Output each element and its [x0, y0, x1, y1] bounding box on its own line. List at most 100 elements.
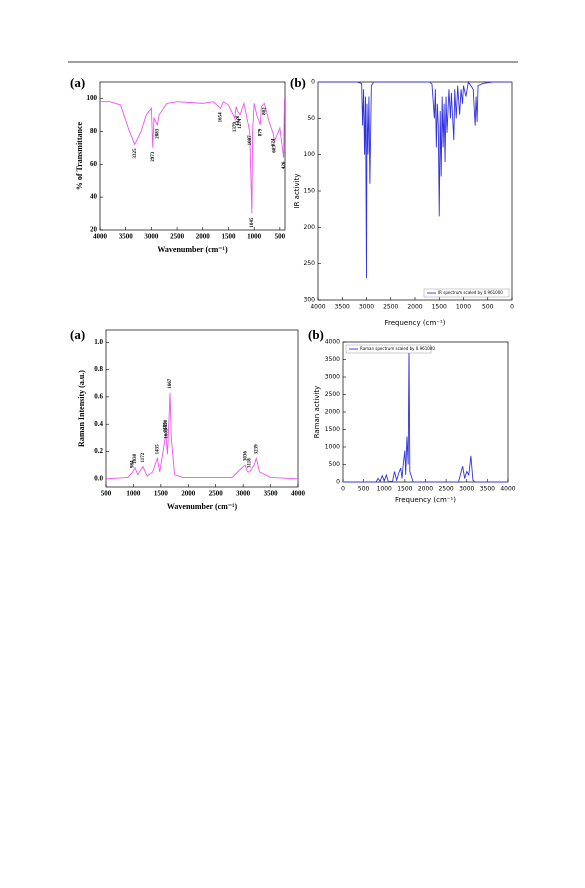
peak-label: 2973 [151, 151, 156, 162]
x-tick-label: 1500 [154, 490, 169, 498]
peak-label: 426 [282, 161, 287, 169]
chart: (b) 4000 3500 3000 2500 2000 1500 1000 500 0 0 50 10… [290, 75, 514, 327]
peak-label: 3325 [133, 148, 138, 159]
y-tick-label: 0 [336, 479, 340, 486]
x-axis-label: Frequency (cm⁻¹) [395, 496, 456, 504]
y-tick-label: 300 [304, 297, 316, 304]
peak-label: 1379 [233, 122, 238, 133]
panel-label: (b) [308, 327, 324, 342]
y-tick-label: 1500 [325, 426, 340, 433]
y-tick-label: 2500 [325, 391, 340, 398]
x-tick-label: 3500 [264, 490, 279, 498]
y-tick-label: 250 [304, 260, 316, 267]
x-tick-label: 4000 [93, 233, 108, 241]
y-tick-label: 0.6 [94, 393, 103, 401]
y-tick-label: 500 [329, 461, 341, 468]
spectrum-line [343, 347, 508, 483]
x-tick-label: 2500 [383, 304, 398, 311]
spectrum-line [318, 80, 512, 279]
x-tick-label: 3000 [359, 304, 374, 311]
y-tick-label: 50 [307, 115, 315, 122]
spectrum-line [105, 392, 299, 480]
peak-label: 1087 [248, 135, 253, 146]
y-tick-label: 1000 [325, 444, 340, 451]
peak-label: 624 [272, 138, 277, 146]
peak-label: 1590 [164, 419, 169, 430]
x-tick-label: 3500 [119, 233, 134, 241]
y-tick-label: 2000 [325, 409, 340, 416]
peak-label: 1274 [238, 118, 243, 129]
panel-label: (a) [70, 75, 85, 90]
y-axis-label: IR activity [293, 174, 301, 209]
legend-label: Raman spectrum scaled by 0.961000 [360, 346, 435, 351]
x-tick-label: 1500 [221, 233, 236, 241]
y-tick-label: 4000 [325, 339, 340, 346]
y-tick-label: 0.4 [94, 420, 103, 428]
peak-label: 3118 [248, 458, 253, 468]
x-tick-label: 500 [358, 486, 370, 493]
y-tick-label: 3500 [325, 356, 340, 363]
peak-label: 1583 [164, 422, 169, 433]
x-tick-label: 2000 [196, 233, 211, 241]
x-tick-label: 3000 [236, 490, 251, 498]
peak-label: 1654 [219, 112, 224, 123]
x-tick-label: 3000 [459, 486, 474, 493]
peak-label: 3036 [243, 451, 248, 462]
x-tick-label: 2500 [209, 490, 224, 498]
chart: (a) 500 1000 1500 2000 2500 3000 3500 4000 0.0 0.2… [70, 327, 306, 511]
x-tick-label: 3000 [144, 233, 159, 241]
peak-label: 1172 [141, 452, 146, 462]
y-tick-label: 20 [90, 226, 98, 234]
peak-label: 1045 [250, 217, 255, 228]
peak-label: 605 [273, 145, 278, 153]
x-tick-label: 3500 [480, 486, 495, 493]
x-tick-label: 0 [510, 304, 514, 311]
x-tick-label: 0 [341, 486, 345, 493]
x-tick-label: 1000 [126, 490, 141, 498]
y-tick-label: 0.8 [94, 365, 103, 373]
y-tick-label: 3000 [325, 374, 340, 381]
x-tick-label: 4000 [500, 486, 515, 493]
x-tick-label: 1500 [397, 486, 412, 493]
peak-label: 1320 [236, 115, 241, 126]
legend-box [423, 288, 510, 298]
x-tick-label: 500 [101, 490, 112, 498]
peak-label: 2883 [156, 128, 161, 139]
y-tick-label: 150 [304, 188, 316, 195]
peak-label: 1435 [155, 444, 160, 455]
x-tick-label: 1000 [456, 304, 471, 311]
x-axis-label: Frequency (cm⁻¹) [384, 319, 445, 327]
x-axis-label: Wavenumber (cm⁻¹) [167, 502, 238, 511]
y-axis-label: Raman activity [313, 386, 321, 439]
x-tick-label: 3500 [335, 304, 350, 311]
peak-label: 802 [262, 107, 267, 115]
peak-label: 1030 [133, 453, 138, 464]
x-tick-label: 2000 [181, 490, 196, 498]
peak-label: 1667 [168, 378, 173, 389]
y-tick-label: 100 [87, 94, 98, 102]
chart: (b) 0 500 1000 1500 2000 2500 3000 3500 4000 0 500 1… [308, 327, 516, 504]
y-tick-label: 60 [90, 160, 98, 168]
y-axis-label: Raman Intensity (a.u.) [77, 370, 86, 447]
x-tick-label: 1500 [432, 304, 447, 311]
x-tick-label: 4000 [310, 304, 325, 311]
plot-frame [105, 329, 299, 488]
chart: (a) 4000 3500 3000 2500 2000 1500 1000 500 20 40 60… [70, 75, 287, 254]
x-tick-label: 2000 [418, 486, 433, 493]
plot-frame [99, 81, 286, 231]
peak-label: 1603 [165, 428, 170, 439]
y-tick-label: 0.0 [94, 474, 103, 482]
x-tick-label: 500 [275, 233, 286, 241]
x-tick-label: 1000 [247, 233, 262, 241]
y-tick-label: 100 [304, 151, 316, 158]
x-tick-label: 2500 [170, 233, 185, 241]
y-tick-label: 200 [304, 224, 316, 231]
y-tick-label: 1.0 [94, 338, 103, 346]
x-tick-label: 500 [482, 304, 494, 311]
y-tick-label: 0 [311, 79, 315, 86]
y-axis-label: % of Transmittance [75, 121, 84, 190]
y-tick-label: 40 [90, 193, 98, 201]
y-tick-label: 0.2 [94, 447, 103, 455]
panel-label: (a) [70, 327, 85, 342]
